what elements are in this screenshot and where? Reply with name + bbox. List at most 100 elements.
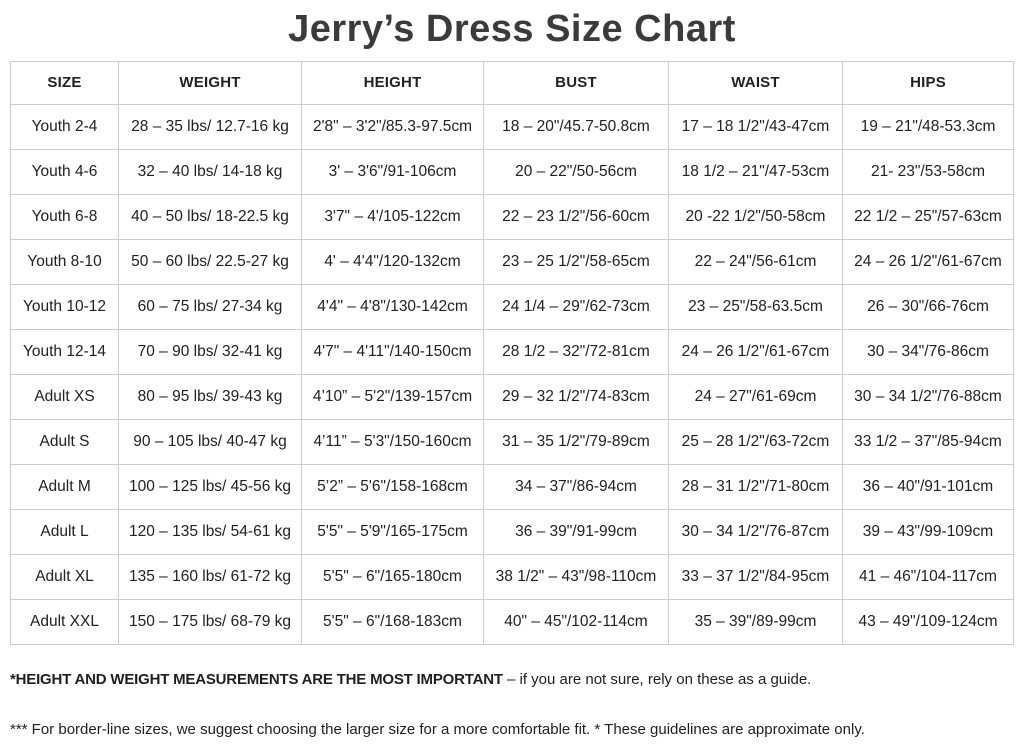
table-cell: 18 1/2 – 21"/47-53cm bbox=[668, 148, 843, 195]
footnotes: *HEIGHT AND WEIGHT MEASUREMENTS ARE THE … bbox=[10, 670, 1024, 740]
table-cell: 17 – 18 1/2"/43-47cm bbox=[668, 103, 843, 150]
table-row: Youth 4-6 32 – 40 lbs/ 14-18 kg 3' – 3'6"/… bbox=[10, 148, 1014, 195]
column-header: WAIST bbox=[668, 60, 843, 105]
table-cell: 4’11” – 5'3"/150-160cm bbox=[301, 418, 484, 465]
table-cell: 26 – 30"/66-76cm bbox=[842, 283, 1014, 330]
table-cell: 36 – 40"/91-101cm bbox=[842, 463, 1014, 510]
table-cell: 80 – 95 lbs/ 39-43 kg bbox=[118, 373, 302, 420]
footnote-height-weight: *HEIGHT AND WEIGHT MEASUREMENTS ARE THE … bbox=[10, 670, 1024, 690]
table-cell: Adult XXL bbox=[10, 598, 119, 645]
table-cell: 24 – 26 1/2"/61-67cm bbox=[668, 328, 843, 375]
table-row: Adult S 90 – 105 lbs/ 40-47 kg 4’11” – 5'3… bbox=[10, 418, 1014, 465]
table-cell: 4'7" – 4'11"/140-150cm bbox=[301, 328, 484, 375]
table-cell: 24 1/4 – 29"/62-73cm bbox=[483, 283, 669, 330]
table-row: Adult XXL 150 – 175 lbs/ 68-79 kg 5'5" – 6… bbox=[10, 598, 1014, 645]
table-cell: 40" – 45"/102-114cm bbox=[483, 598, 669, 645]
table-cell: 22 1/2 – 25"/57-63cm bbox=[842, 193, 1014, 240]
table-cell: 38 1/2" – 43"/98-110cm bbox=[483, 553, 669, 600]
table-cell: 22 – 24"/56-61cm bbox=[668, 238, 843, 285]
column-header: BUST bbox=[483, 60, 669, 105]
table-cell: Adult L bbox=[10, 508, 119, 555]
table-cell: 24 – 27"/61-69cm bbox=[668, 373, 843, 420]
table-cell: 28 – 35 lbs/ 12.7-16 kg bbox=[118, 103, 302, 150]
table-cell: 33 – 37 1/2"/84-95cm bbox=[668, 553, 843, 600]
table-row: Youth 12-14 70 – 90 lbs/ 32-41 kg 4'7" – 4… bbox=[10, 328, 1014, 375]
table-cell: Youth 10-12 bbox=[10, 283, 119, 330]
table-cell: Youth 12-14 bbox=[10, 328, 119, 375]
table-cell: 31 – 35 1/2"/79-89cm bbox=[483, 418, 669, 465]
table-cell: Adult XS bbox=[10, 373, 119, 420]
table-cell: 5’2” – 5'6"/158-168cm bbox=[301, 463, 484, 510]
table-cell: 32 – 40 lbs/ 14-18 kg bbox=[118, 148, 302, 195]
table-cell: 22 – 23 1/2"/56-60cm bbox=[483, 193, 669, 240]
table-cell: 39 – 43"/99-109cm bbox=[842, 508, 1014, 555]
table-cell: 70 – 90 lbs/ 32-41 kg bbox=[118, 328, 302, 375]
table-row: Adult L 120 – 135 lbs/ 54-61 kg 5'5" – 5'9… bbox=[10, 508, 1014, 555]
table-cell: 40 – 50 lbs/ 18-22.5 kg bbox=[118, 193, 302, 240]
table-cell: Adult S bbox=[10, 418, 119, 465]
table-cell: 21- 23"/53-58cm bbox=[842, 148, 1014, 195]
table-cell: 28 1/2 – 32"/72-81cm bbox=[483, 328, 669, 375]
table-cell: 90 – 105 lbs/ 40-47 kg bbox=[118, 418, 302, 465]
table-row: Youth 10-12 60 – 75 lbs/ 27-34 kg 4'4" – 4… bbox=[10, 283, 1014, 330]
column-header: HEIGHT bbox=[301, 60, 484, 105]
table-row: Youth 2-4 28 – 35 lbs/ 12.7-16 kg 2'8" – 3… bbox=[10, 103, 1014, 150]
table-cell: 41 – 46"/104-117cm bbox=[842, 553, 1014, 600]
table-cell: 5'5" – 5'9"/165-175cm bbox=[301, 508, 484, 555]
table-cell: 29 – 32 1/2"/74-83cm bbox=[483, 373, 669, 420]
table-cell: 100 – 125 lbs/ 45-56 kg bbox=[118, 463, 302, 510]
column-header: HIPS bbox=[842, 60, 1014, 105]
table-header: SIZE WEIGHT HEIGHT BUST WAIST HIPS bbox=[10, 60, 1014, 105]
table-cell: 50 – 60 lbs/ 22.5-27 kg bbox=[118, 238, 302, 285]
header-row: SIZE WEIGHT HEIGHT BUST WAIST HIPS bbox=[10, 60, 1014, 105]
table-body: Youth 2-4 28 – 35 lbs/ 12.7-16 kg 2'8" – 3… bbox=[10, 103, 1014, 645]
table-cell: 4'4" – 4'8"/130-142cm bbox=[301, 283, 484, 330]
table-cell: Adult XL bbox=[10, 553, 119, 600]
table-cell: 30 – 34"/76-86cm bbox=[842, 328, 1014, 375]
footnote-rest-text: – if you are not sure, rely on these as … bbox=[502, 670, 812, 688]
footnote-bold-text: *HEIGHT AND WEIGHT MEASUREMENTS ARE THE … bbox=[10, 670, 503, 688]
table-cell: Youth 2-4 bbox=[10, 103, 119, 150]
table-cell: 4' – 4'4"/120-132cm bbox=[301, 238, 484, 285]
table-cell: Youth 6-8 bbox=[10, 193, 119, 240]
table-cell: 150 – 175 lbs/ 68-79 kg bbox=[118, 598, 302, 645]
table-row: Youth 6-8 40 – 50 lbs/ 18-22.5 kg 3'7" – 4… bbox=[10, 193, 1014, 240]
table-cell: 35 – 39"/89-99cm bbox=[668, 598, 843, 645]
table-row: Adult M 100 – 125 lbs/ 45-56 kg 5’2” – 5'6… bbox=[10, 463, 1014, 510]
table-cell: 23 – 25"/58-63.5cm bbox=[668, 283, 843, 330]
table-cell: 2'8" – 3'2"/85.3-97.5cm bbox=[301, 103, 484, 150]
column-header: WEIGHT bbox=[118, 60, 302, 105]
table-cell: Youth 8-10 bbox=[10, 238, 119, 285]
column-header: SIZE bbox=[10, 60, 119, 105]
size-chart-table: SIZE WEIGHT HEIGHT BUST WAIST HIPS Youth 2-4 2… bbox=[10, 60, 1014, 645]
table-cell: 20 -22 1/2"/50-58cm bbox=[668, 193, 843, 240]
table-cell: 24 – 26 1/2"/61-67cm bbox=[842, 238, 1014, 285]
table-cell: 25 – 28 1/2"/63-72cm bbox=[668, 418, 843, 465]
table-cell: 4’10” – 5'2"/139-157cm bbox=[301, 373, 484, 420]
table-cell: 30 – 34 1/2"/76-88cm bbox=[842, 373, 1014, 420]
table-cell: 28 – 31 1/2"/71-80cm bbox=[668, 463, 843, 510]
table-cell: 19 – 21"/48-53.3cm bbox=[842, 103, 1014, 150]
table-cell: 120 – 135 lbs/ 54-61 kg bbox=[118, 508, 302, 555]
table-row: Adult XS 80 – 95 lbs/ 39-43 kg 4’10” – 5'2… bbox=[10, 373, 1014, 420]
page-title: Jerry’s Dress Size Chart bbox=[288, 8, 736, 50]
table-cell: 36 – 39"/91-99cm bbox=[483, 508, 669, 555]
table-cell: 23 – 25 1/2"/58-65cm bbox=[483, 238, 669, 285]
table-cell: 20 – 22"/50-56cm bbox=[483, 148, 669, 195]
table-cell: 60 – 75 lbs/ 27-34 kg bbox=[118, 283, 302, 330]
table-cell: Youth 4-6 bbox=[10, 148, 119, 195]
table-row: Youth 8-10 50 – 60 lbs/ 22.5-27 kg 4' – 4'… bbox=[10, 238, 1014, 285]
table-cell: 43 – 49"/109-124cm bbox=[842, 598, 1014, 645]
footnote-borderline-sizes: *** For border-line sizes, we suggest ch… bbox=[10, 721, 865, 739]
table-cell: 34 – 37"/86-94cm bbox=[483, 463, 669, 510]
table-cell: 3'7" – 4'/105-122cm bbox=[301, 193, 484, 240]
table-cell: 135 – 160 lbs/ 61-72 kg bbox=[118, 553, 302, 600]
table-cell: 33 1/2 – 37"/85-94cm bbox=[842, 418, 1014, 465]
table-cell: 5'5" – 6"/165-180cm bbox=[301, 553, 484, 600]
table-row: Adult XL 135 – 160 lbs/ 61-72 kg 5'5" – 6"… bbox=[10, 553, 1014, 600]
table-cell: 5'5" – 6"/168-183cm bbox=[301, 598, 484, 645]
table-cell: 18 – 20"/45.7-50.8cm bbox=[483, 103, 669, 150]
table-cell: 3' – 3'6"/91-106cm bbox=[301, 148, 484, 195]
table-cell: Adult M bbox=[10, 463, 119, 510]
